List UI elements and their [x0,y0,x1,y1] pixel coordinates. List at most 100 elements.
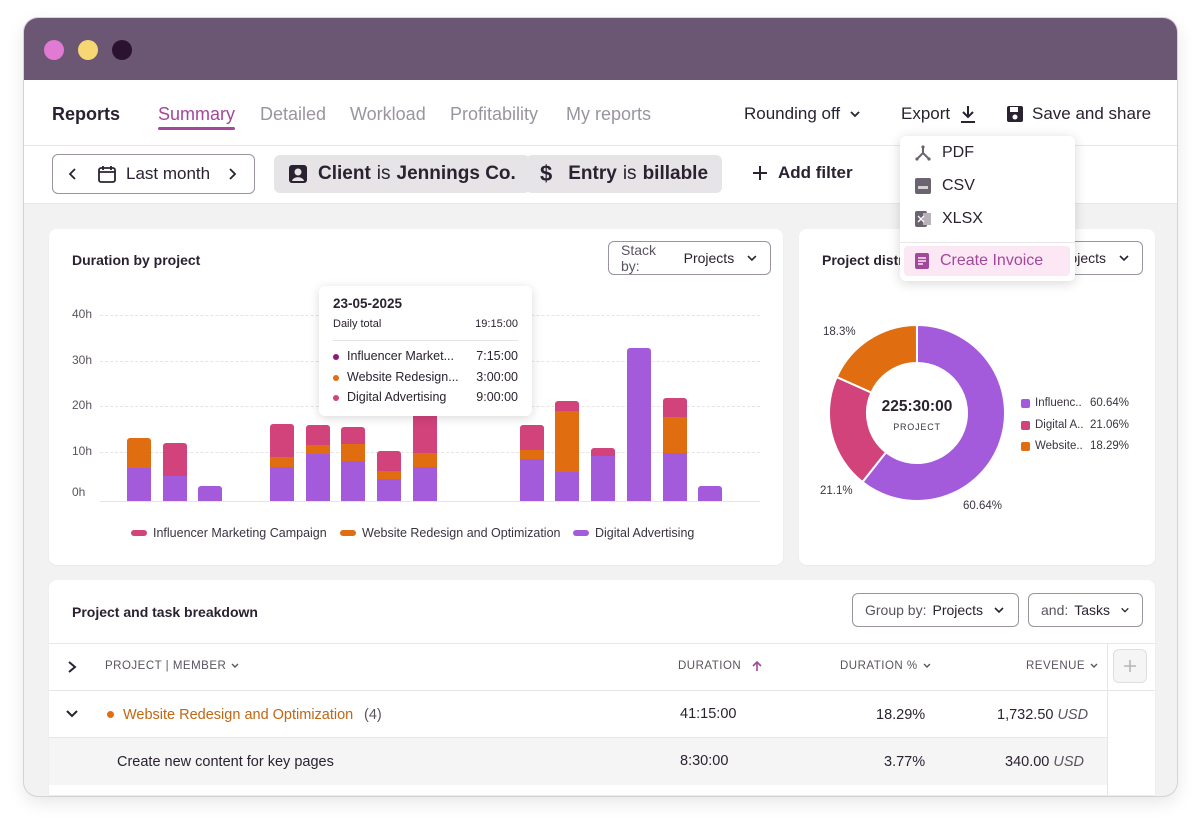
bar[interactable] [519,425,544,501]
donut-pct-label: 21.1% [820,485,853,497]
bar[interactable] [698,486,723,501]
rounding-dropdown[interactable]: Rounding off [744,104,862,124]
chevron-down-icon [1090,663,1098,668]
revenue-currency: USD [1053,754,1084,770]
app-content: Reports Summary Detailed Workload Profit… [24,18,1177,796]
chevron-right-icon[interactable] [226,167,238,181]
export-xlsx-item[interactable]: XLSX [914,210,983,228]
tooltip-dot [333,354,339,360]
tab-my-reports[interactable]: My reports [566,104,652,124]
bar[interactable] [269,423,294,501]
add-column-button[interactable] [1113,649,1147,683]
bar-segment-digital [127,467,151,501]
legend-swatch [1021,420,1030,430]
bar[interactable] [412,411,437,501]
and-select[interactable]: and: Tasks [1028,593,1143,627]
tab-workload[interactable]: Workload [350,104,426,124]
column-header-revenue[interactable]: REVENUE [1026,660,1099,672]
donut-legend-name: Influenc.. [1035,397,1082,409]
chevron-down-icon [231,663,239,668]
column-header-duration-pct[interactable]: DURATION % [840,660,932,672]
column-header-label: REVENUE [1026,660,1086,672]
chevron-down-icon [1119,255,1129,262]
add-filter-label: Add filter [778,163,853,182]
billable-filter-chip[interactable]: $ Entry is billable [526,155,723,193]
bar-segment-website [127,438,151,468]
minimize-window-button[interactable] [78,40,98,60]
y-axis-tick-label: 20h [72,398,93,412]
tab-summary[interactable]: Summary [158,104,236,130]
bar[interactable] [341,427,366,501]
donut-pct-label: 18.3% [823,326,856,338]
donut-pct-label: 60.64% [963,500,1003,512]
donut-legend-item: Influenc.. 60.64% [1021,397,1129,409]
tab-detailed[interactable]: Detailed [260,104,327,124]
bar[interactable] [162,442,187,501]
project-color-dot [107,711,114,718]
bar-segment-website [305,445,330,455]
expand-all-icon[interactable] [66,660,78,674]
client-filter-operator: is [376,163,391,184]
legend-label: Influencer Marketing Campaign [153,526,327,540]
pdf-icon [915,145,931,161]
table-divider [1107,643,1108,795]
client-icon [289,165,307,183]
table-row[interactable] [49,737,1107,785]
donut-slice[interactable] [861,323,1006,502]
donut-slice[interactable] [835,323,918,394]
y-axis-tick-label: 0h [72,485,86,499]
row-duration: 8:30:00 [680,753,729,769]
revenue-amount: 1,732.50 [997,707,1054,723]
column-header-duration[interactable]: DURATION [678,660,763,672]
xlsx-icon [915,211,931,227]
close-window-button[interactable] [44,40,64,60]
bar[interactable] [127,438,151,501]
invoice-icon [915,253,929,269]
bar-segment-influencer [341,427,366,445]
create-invoice-item[interactable]: Create Invoice [904,246,1070,276]
tooltip-row-name: Influencer Market... [347,349,454,363]
group-by-select[interactable]: Group by: Projects [852,593,1019,627]
add-filter-button[interactable]: Add filter [752,163,853,183]
export-pdf-label: PDF [942,144,974,161]
chevron-down-icon[interactable] [65,708,79,720]
client-filter-field: Client [318,163,371,184]
date-range-label: Last month [126,164,211,183]
stack-by-value: Projects [683,250,735,266]
legend-digital: Digital Advertising [573,526,694,540]
distribution-card-title: Project distri [822,252,908,268]
export-csv-item[interactable]: CSV [914,177,975,195]
client-filter-chip[interactable]: Client is Jennings Co. [274,155,530,193]
date-range-picker[interactable]: Last month [52,154,255,194]
calendar-icon [98,166,116,183]
chevron-left-icon[interactable] [67,167,79,181]
chevron-down-icon [747,255,757,262]
bar[interactable] [198,486,223,501]
export-button[interactable]: Export [901,104,978,124]
bar-segment-website [662,417,687,454]
bar[interactable] [376,451,401,501]
save-share-button[interactable]: Save and share [1006,104,1151,124]
bar[interactable] [555,401,580,501]
bar[interactable] [305,425,330,501]
bar[interactable] [591,448,616,501]
save-icon [1007,106,1023,122]
export-pdf-item[interactable]: PDF [914,144,974,162]
y-axis-tick-label: 30h [72,353,93,367]
bar[interactable] [662,397,687,501]
bar-segment-digital [519,459,544,501]
bar-segment-influencer [519,425,544,450]
column-header-project[interactable]: PROJECT | MEMBER [105,660,240,672]
stack-by-select[interactable]: Stack by: Projects [608,241,771,275]
legend-label: Digital Advertising [595,526,695,540]
tooltip-row-name: Digital Advertising [347,390,447,404]
tooltip-total-label: Daily total [333,318,382,330]
page-title: Reports [52,104,121,124]
tooltip-dot [333,375,339,381]
group-by-value: Projects [932,602,984,618]
tab-profitability[interactable]: Profitability [450,104,539,124]
maximize-window-button[interactable] [112,40,132,60]
row-revenue: 1,732.50 USD [997,707,1088,723]
bar-segment-influencer [662,397,687,418]
bar[interactable] [626,348,651,501]
